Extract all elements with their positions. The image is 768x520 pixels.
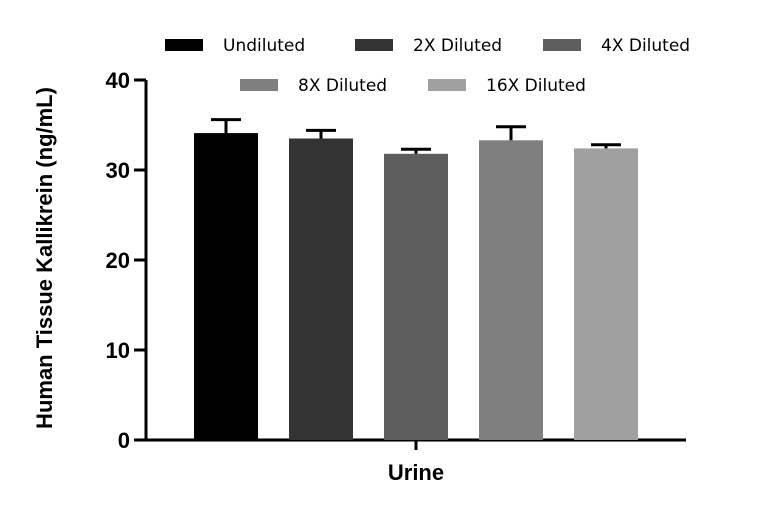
bar — [384, 153, 448, 441]
legend-swatch — [240, 79, 278, 91]
y-tick-label: 30 — [106, 158, 130, 183]
plot-area: 0 10 20 30 40 Urine — [106, 68, 686, 485]
y-tick-label: 0 — [118, 428, 130, 453]
legend-label: Undiluted — [223, 36, 305, 56]
legend-swatch — [355, 39, 393, 51]
y-tick-label: 10 — [106, 338, 130, 363]
y-tick-label: 20 — [106, 248, 130, 273]
x-tick-label: Urine — [388, 460, 444, 485]
legend-label: 16X Diluted — [486, 76, 586, 96]
legend-swatch — [543, 39, 581, 51]
bar — [479, 140, 543, 441]
legend-swatch — [165, 39, 203, 51]
bar — [574, 148, 638, 440]
legend-label: 8X Diluted — [298, 76, 387, 96]
y-axis-title: Human Tissue Kallikrein (ng/mL) — [32, 87, 57, 429]
bar — [289, 138, 353, 440]
y-tick-label: 40 — [106, 68, 130, 93]
bar — [194, 133, 258, 440]
legend-label: 4X Diluted — [601, 36, 690, 56]
legend-label: 2X Diluted — [413, 36, 502, 56]
legend: Undiluted 2X Diluted 4X Diluted 8X Diluted 1… — [165, 36, 690, 96]
legend-swatch — [428, 79, 466, 91]
